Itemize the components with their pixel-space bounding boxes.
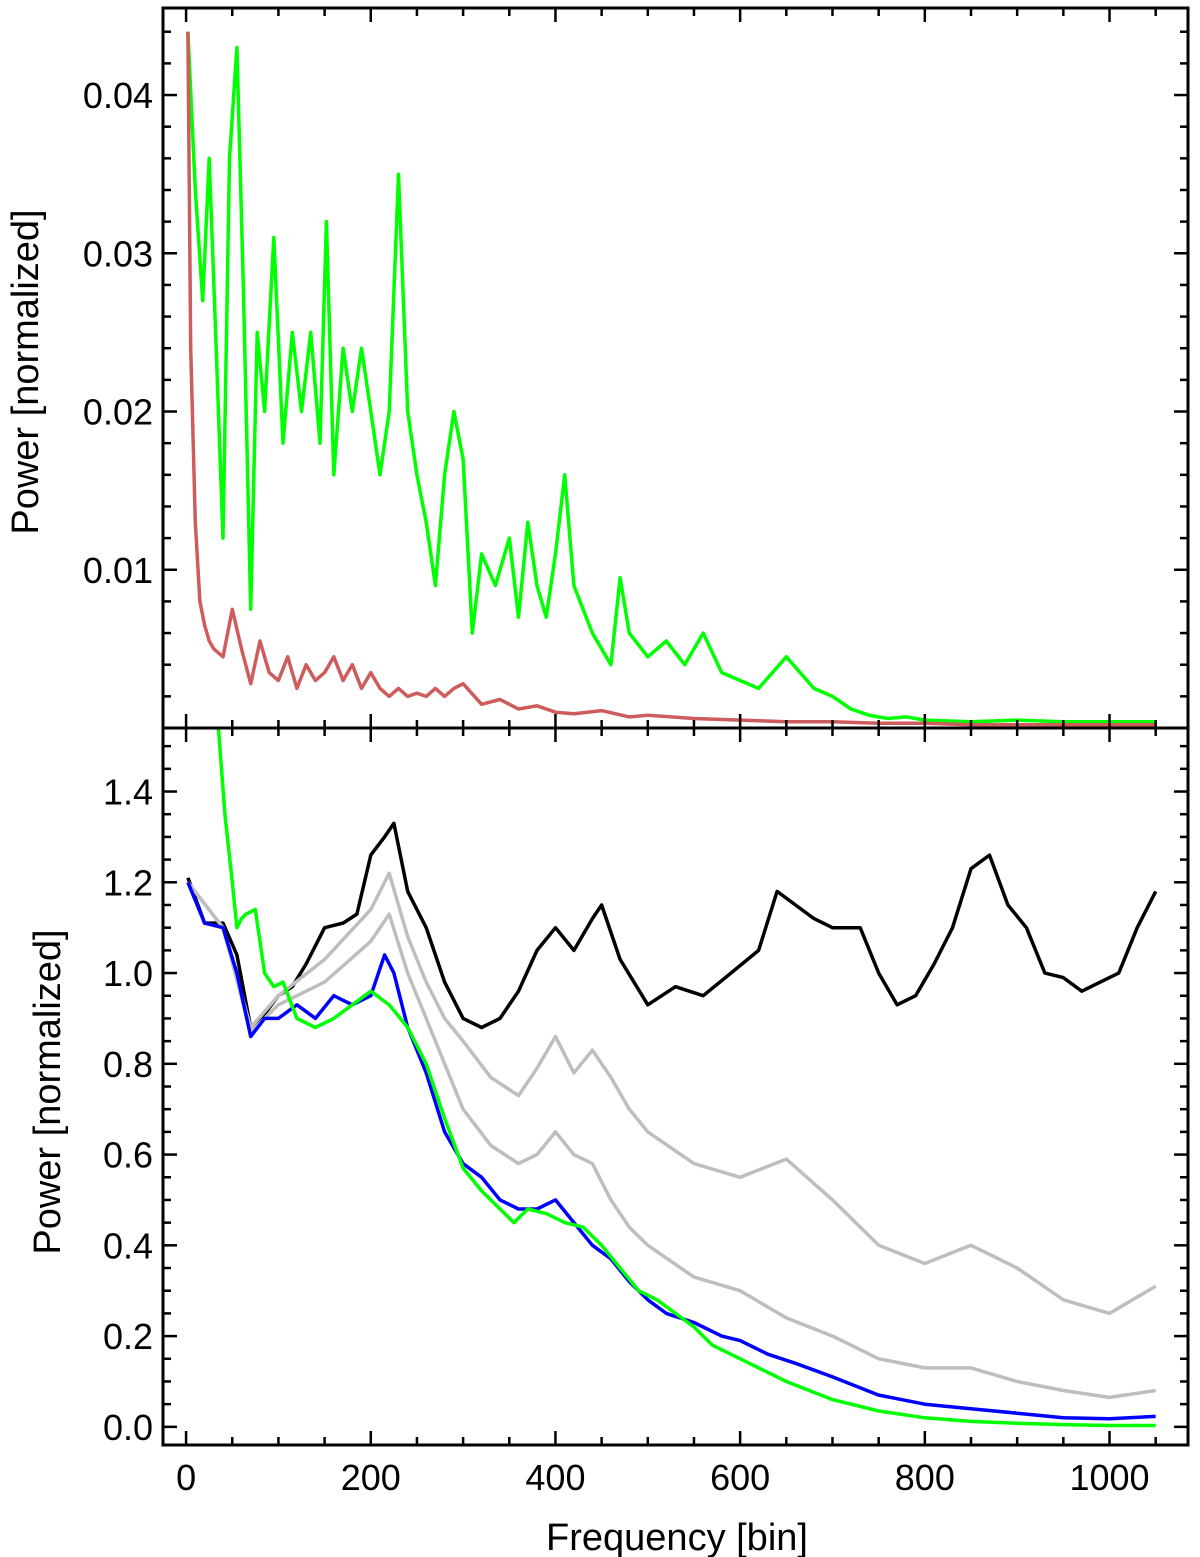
x-tick-label: 1000 — [1069, 1457, 1149, 1498]
x-tick-label: 0 — [176, 1457, 196, 1498]
x-tick-label: 200 — [341, 1457, 401, 1498]
bottom-panel-frame — [161, 726, 1190, 1447]
y-tick-label: 1.0 — [103, 953, 153, 994]
y-tick-label: 0.04 — [83, 75, 153, 116]
y-tick-label: 0.6 — [103, 1135, 153, 1176]
bottom-series-line-2 — [186, 871, 1157, 1316]
bottom-y-axis-label: Power [normalized] — [27, 929, 69, 1254]
y-tick-label: 0.4 — [103, 1225, 153, 1266]
y-tick-label: 1.2 — [103, 862, 153, 903]
y-tick-label: 0.03 — [83, 233, 153, 274]
top-series-line-1 — [186, 31, 1156, 724]
x-tick-label: 600 — [710, 1457, 770, 1498]
bottom-series-line-3 — [186, 881, 1156, 1400]
top-y-axis-label: Power [normalized] — [5, 209, 47, 534]
y-tick-label: 0.2 — [103, 1316, 153, 1357]
y-tick-label: 0.0 — [103, 1407, 153, 1448]
y-tick-label: 1.4 — [103, 772, 153, 813]
bottom-series-line-1 — [186, 821, 1158, 1030]
x-tick-label: 400 — [525, 1457, 585, 1498]
y-tick-label: 0.01 — [83, 550, 153, 591]
y-tick-label: 0.8 — [103, 1044, 153, 1085]
bottom-panel: 0.0 0.2 0.4 0.6 0.8 1.0 1.2 1.4 0 200 400 600 800 100… — [103, 726, 1190, 1498]
top-panel-frame — [161, 6, 1190, 730]
top-panel: 0.01 0.02 0.03 0.04 — [83, 6, 1190, 730]
x-tick-label: 800 — [895, 1457, 955, 1498]
x-axis-label: Frequency [bin] — [546, 1517, 808, 1557]
top-series-line-2 — [186, 31, 1156, 727]
bottom-series-line-4 — [186, 881, 1156, 1421]
bottom-series-line-5 — [216, 728, 1156, 1428]
y-tick-label: 0.02 — [83, 392, 153, 433]
